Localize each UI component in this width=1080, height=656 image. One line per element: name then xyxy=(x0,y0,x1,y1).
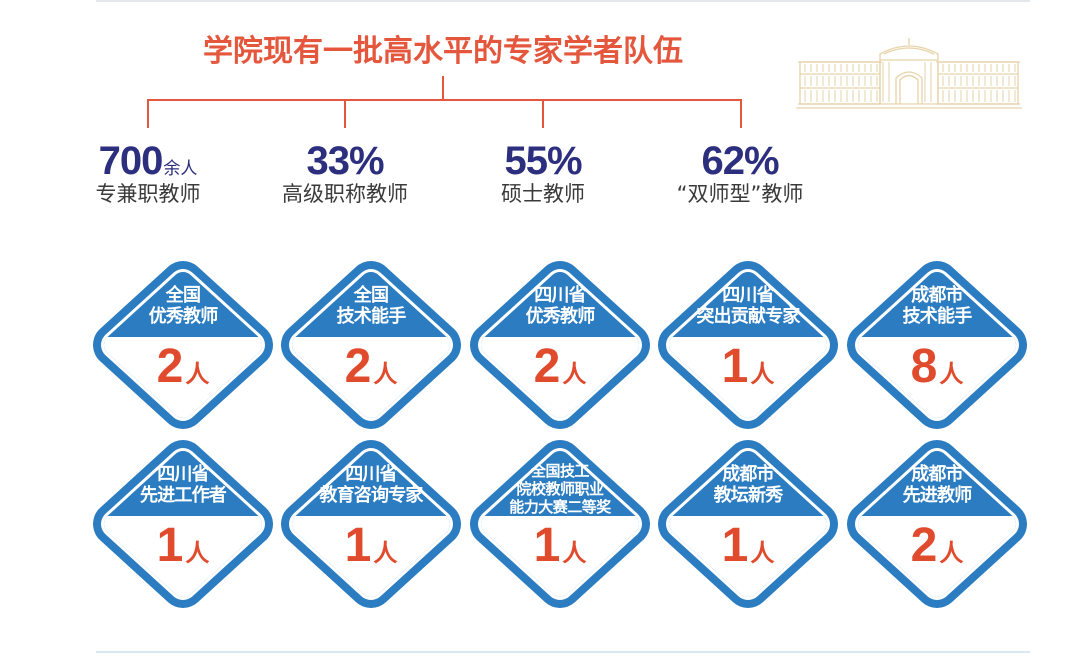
badge-label-line: 优秀教师 xyxy=(525,306,596,327)
stat-value: 62% xyxy=(701,139,779,183)
badge-label-line: 全国技工 xyxy=(530,462,590,480)
stat-value: 33% xyxy=(306,139,384,183)
badge-provincial-excellent-teachers: 四川省 优秀教师 2人 xyxy=(470,261,650,429)
badge-label: 四川省 优秀教师 xyxy=(470,285,650,327)
badge-label-line: 成都市 xyxy=(722,464,774,485)
badge-count-unit: 人 xyxy=(562,539,587,567)
badge-city-teaching-newcomers: 成都市 教坛新秀 1人 xyxy=(658,440,838,608)
badge-count-unit: 人 xyxy=(750,360,775,388)
badge-count-unit: 人 xyxy=(185,360,210,388)
badge-count-number: 2 xyxy=(344,340,372,393)
badge-label-line: 院校教师职业 xyxy=(516,480,604,498)
badge-label-line: 教育咨询专家 xyxy=(319,485,423,506)
badge-label: 全国技工 院校教师职业 能力大赛二等奖 xyxy=(470,462,650,516)
badge-label: 成都市 技术能手 xyxy=(847,285,1027,327)
badge-count-number: 1 xyxy=(721,340,749,393)
stat-dual-qualified-teachers: 62% “双师型”教师 xyxy=(640,138,840,208)
badge-national-technical-experts: 全国 技术能手 2人 xyxy=(281,261,461,429)
badge-national-teacher-competition-second-prize: 全国技工 院校教师职业 能力大赛二等奖 1人 xyxy=(470,440,650,608)
badge-provincial-outstanding-experts: 四川省 突出贡献专家 1人 xyxy=(658,261,838,429)
badge-national-excellent-teachers: 全国 优秀教师 2人 xyxy=(93,261,273,429)
connector-drop xyxy=(147,99,149,128)
badge-label-line: 技术能手 xyxy=(336,306,407,327)
badge-label-line: 成都市 xyxy=(911,285,963,306)
badge-label-line: 先进教师 xyxy=(902,485,973,506)
badge-label-line: 突出贡献专家 xyxy=(696,306,800,327)
badge-count: 1人 xyxy=(658,522,838,570)
badge-provincial-advanced-workers: 四川省 先进工作者 1人 xyxy=(93,440,273,608)
badge-label: 成都市 教坛新秀 xyxy=(658,464,838,506)
building-illustration xyxy=(796,38,1022,109)
badge-label-line: 教坛新秀 xyxy=(713,485,784,506)
badge-label-line: 成都市 xyxy=(911,464,963,485)
badge-count: 2人 xyxy=(847,522,1027,570)
badge-count-unit: 人 xyxy=(562,360,587,388)
badge-city-advanced-teachers: 成都市 先进教师 2人 xyxy=(847,440,1027,608)
badge-count: 2人 xyxy=(470,343,650,391)
badge-count-number: 1 xyxy=(344,519,372,572)
stat-label: 硕士教师 xyxy=(501,182,585,206)
badge-label: 成都市 先进教师 xyxy=(847,464,1027,506)
badge-count-unit: 人 xyxy=(750,539,775,567)
badge-label-line: 先进工作者 xyxy=(140,485,227,506)
connector-bar xyxy=(147,99,742,101)
connector-drop xyxy=(740,99,742,128)
stat-value: 700 xyxy=(98,139,164,183)
badge-label: 全国 优秀教师 xyxy=(93,285,273,327)
badge-count: 8人 xyxy=(847,343,1027,391)
badge-count-unit: 人 xyxy=(185,539,210,567)
stat-label: “双师型”教师 xyxy=(676,182,804,206)
stat-unit: 余人 xyxy=(163,159,198,179)
badge-label-line: 四川省 xyxy=(534,285,586,306)
stat-value: 55% xyxy=(504,139,582,183)
connector-drop xyxy=(542,99,544,128)
badge-label: 四川省 突出贡献专家 xyxy=(658,285,838,327)
badge-label-line: 四川省 xyxy=(345,464,397,485)
badge-label-line: 四川省 xyxy=(157,464,209,485)
badge-label-line: 能力大赛二等奖 xyxy=(509,498,611,516)
badge-count-unit: 人 xyxy=(373,539,398,567)
badge-count: 1人 xyxy=(658,343,838,391)
badge-count-number: 2 xyxy=(156,340,184,393)
badge-city-technical-experts: 成都市 技术能手 8人 xyxy=(847,261,1027,429)
stat-label: 高级职称教师 xyxy=(282,182,408,206)
badge-count-unit: 人 xyxy=(939,539,964,567)
badge-count: 1人 xyxy=(281,522,461,570)
badge-label: 四川省 先进工作者 xyxy=(93,464,273,506)
page-title: 学院现有一批高水平的专家学者队伍 xyxy=(203,34,683,69)
badge-count: 1人 xyxy=(93,522,273,570)
badge-count-number: 2 xyxy=(533,340,561,393)
badge-label-line: 技术能手 xyxy=(902,306,973,327)
stat-value-row: 700余人 xyxy=(48,138,248,184)
stat-value-row: 33% xyxy=(245,138,445,184)
badge-count-unit: 人 xyxy=(939,360,964,388)
stat-value-row: 55% xyxy=(443,138,643,184)
badge-count-number: 1 xyxy=(721,519,749,572)
badge-count-number: 8 xyxy=(910,340,938,393)
connector-stem xyxy=(442,76,444,101)
badge-count: 2人 xyxy=(281,343,461,391)
top-divider xyxy=(96,0,1030,2)
stat-senior-title-teachers: 33% 高级职称教师 xyxy=(245,138,445,208)
badge-count-number: 1 xyxy=(533,519,561,572)
badge-label-line: 四川省 xyxy=(722,285,774,306)
badge-provincial-education-consultants: 四川省 教育咨询专家 1人 xyxy=(281,440,461,608)
badge-label-line: 全国 xyxy=(353,285,389,306)
connector-drop xyxy=(344,99,346,128)
badge-label: 四川省 教育咨询专家 xyxy=(281,464,461,506)
badge-label-line: 全国 xyxy=(165,285,201,306)
stat-value-row: 62% xyxy=(640,138,840,184)
stat-label: 专兼职教师 xyxy=(95,182,201,206)
badge-label-line: 优秀教师 xyxy=(148,306,219,327)
badge-label: 全国 技术能手 xyxy=(281,285,461,327)
badge-count-number: 2 xyxy=(910,519,938,572)
bottom-divider xyxy=(96,651,1030,653)
badge-count: 2人 xyxy=(93,343,273,391)
stat-fulltime-parttime-teachers: 700余人 专兼职教师 xyxy=(48,138,248,208)
badge-count: 1人 xyxy=(470,522,650,570)
badge-count-unit: 人 xyxy=(373,360,398,388)
badge-count-number: 1 xyxy=(156,519,184,572)
stat-masters-teachers: 55% 硕士教师 xyxy=(443,138,643,208)
